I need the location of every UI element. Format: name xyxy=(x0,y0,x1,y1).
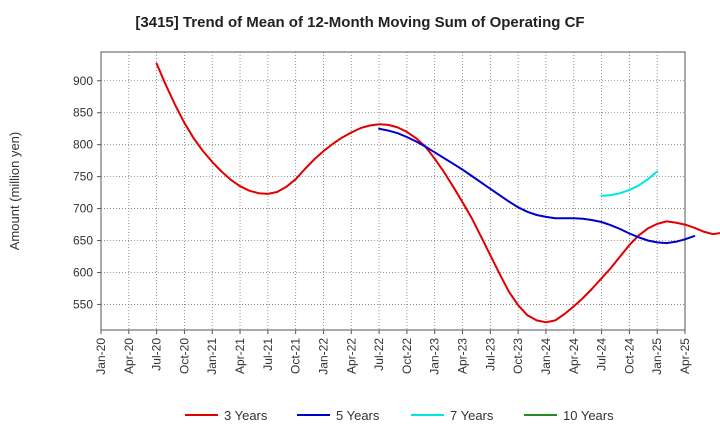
x-tick-label: Apr-23 xyxy=(456,338,470,374)
x-tick-label: Jan-22 xyxy=(316,338,330,375)
y-axis: 550 600 650 700 750 800 850 900 xyxy=(73,74,101,311)
series-layer xyxy=(155,62,720,324)
x-tick-label: Jul-21 xyxy=(261,338,275,371)
x-tick-label: Oct-21 xyxy=(289,338,303,374)
y-tick-label: 600 xyxy=(73,265,93,279)
legend-label: 3 Years xyxy=(224,408,268,423)
y-axis-label: Amount (million yen) xyxy=(7,132,22,251)
legend-label: 10 Years xyxy=(563,408,614,423)
legend-label: 5 Years xyxy=(336,408,380,423)
y-tick-label: 700 xyxy=(73,202,93,216)
x-axis: Jan-20 Apr-20 Jul-20 Oct-20 Jan-21 Apr-21 Jul-… xyxy=(94,330,692,375)
chart-title: [3415] Trend of Mean of 12-Month Moving … xyxy=(135,14,585,31)
series-line-7-years xyxy=(600,170,659,197)
x-tick-label: Oct-23 xyxy=(511,338,525,374)
x-tick-label: Oct-22 xyxy=(400,338,414,374)
x-tick-label: Oct-24 xyxy=(622,338,636,374)
legend: 3 Years 5 Years 7 Years 10 Years xyxy=(185,408,614,423)
x-tick-label: Apr-22 xyxy=(344,338,358,374)
y-tick-label: 800 xyxy=(73,138,93,152)
x-tick-label: Apr-21 xyxy=(233,338,247,374)
x-tick-label: Jul-24 xyxy=(595,338,609,371)
x-tick-label: Jan-24 xyxy=(539,338,553,375)
x-tick-label: Apr-25 xyxy=(678,338,692,374)
x-tick-label: Jan-21 xyxy=(205,338,219,375)
x-tick-label: Jul-23 xyxy=(483,338,497,371)
x-tick-label: Jul-22 xyxy=(372,338,386,371)
x-tick-label: Jul-20 xyxy=(150,338,164,371)
y-tick-label: 850 xyxy=(73,106,93,120)
series-line-5-years xyxy=(378,127,696,245)
y-tick-label: 550 xyxy=(73,297,93,311)
x-tick-label: Apr-24 xyxy=(567,338,581,374)
x-tick-label: Oct-20 xyxy=(177,338,191,374)
legend-label: 7 Years xyxy=(450,408,494,423)
x-tick-label: Jan-23 xyxy=(428,338,442,375)
x-tick-label: Apr-20 xyxy=(122,338,136,374)
series-line-3-years xyxy=(155,62,720,324)
y-tick-label: 650 xyxy=(73,234,93,248)
x-tick-label: Jan-25 xyxy=(650,338,664,375)
grid xyxy=(101,52,685,330)
y-tick-label: 750 xyxy=(73,170,93,184)
x-tick-label: Jan-20 xyxy=(94,338,108,375)
y-tick-label: 900 xyxy=(73,74,93,88)
plot-area xyxy=(100,51,686,331)
